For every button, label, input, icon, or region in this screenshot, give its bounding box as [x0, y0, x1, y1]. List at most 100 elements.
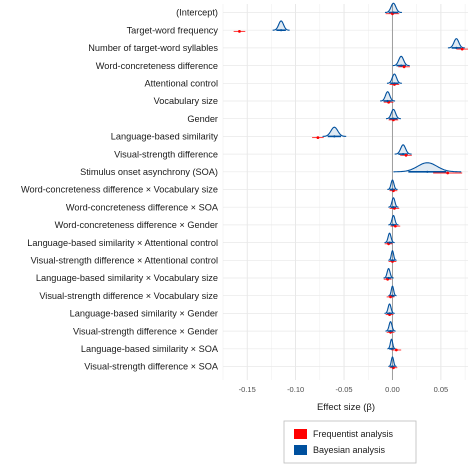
bayesian-point — [389, 330, 392, 333]
bayesian-density-fill — [387, 339, 396, 349]
bayesian-point — [388, 312, 391, 315]
legend-label-frequentist: Frequentist analysis — [313, 429, 394, 439]
bayesian-density-fill — [388, 197, 399, 208]
x-tick-label: -0.10 — [287, 385, 304, 394]
bayesian-point — [390, 347, 393, 350]
bayesian-point — [402, 153, 405, 156]
bayesian-point — [455, 46, 458, 50]
x-tick-label: -0.15 — [239, 385, 256, 394]
bayesian-density-curve — [388, 197, 399, 208]
bayesian-point — [393, 82, 396, 85]
x-tick-label: -0.05 — [335, 385, 352, 394]
row-label: (Intercept) — [176, 8, 218, 18]
bayesian-point — [392, 206, 395, 209]
frequentist-point — [316, 136, 320, 140]
bayesian-density-fill — [393, 162, 462, 172]
x-axis-title: Effect size (β) — [317, 402, 375, 413]
bayesian-point — [426, 170, 429, 173]
frequentist-point — [238, 30, 241, 33]
bayesian-density-curve — [392, 55, 410, 67]
frequentist-point — [460, 47, 464, 51]
bayesian-density-curve — [388, 250, 397, 261]
bayesian-density-curve — [388, 356, 397, 368]
bayesian-density-fill — [388, 286, 397, 296]
bayesian-density-fill — [387, 180, 398, 190]
bayesian-point — [400, 64, 403, 67]
row-label: Gender — [187, 114, 218, 124]
bayesian-density-fill — [384, 303, 395, 314]
density-layer — [272, 2, 465, 368]
bayesian-point — [391, 188, 394, 191]
row-label: Vocabulary size — [154, 96, 218, 106]
interval-layer — [233, 11, 468, 370]
row-label: Language-based similarity × SOA — [81, 344, 219, 354]
bayesian-density-fill — [388, 215, 399, 225]
bayesian-point — [388, 241, 391, 244]
bayesian-density-fill — [386, 74, 402, 84]
row-label: Attentional control — [144, 79, 218, 89]
bayesian-point — [392, 11, 395, 14]
row-label: Language-based similarity × Attentional … — [27, 238, 218, 248]
bayesian-density-curve — [447, 38, 465, 49]
frequentist-point — [389, 295, 392, 299]
row-label: Word-concreteness difference × SOA — [66, 202, 219, 212]
frequentist-point — [402, 65, 406, 69]
bayesian-point — [387, 276, 390, 280]
row-label: Visual-strength difference — [114, 149, 218, 159]
x-tick-label: 0.00 — [385, 385, 400, 394]
bayesian-point — [391, 365, 394, 368]
bayesian-density-fill — [394, 144, 412, 155]
frequentist-point — [393, 224, 397, 228]
bayesian-density-fill — [388, 356, 397, 367]
bayesian-density-fill — [385, 321, 396, 332]
bayesian-density-fill — [388, 250, 397, 261]
row-label: Word-concreteness difference — [96, 61, 218, 71]
x-tick-label: 0.05 — [434, 385, 449, 394]
frequentist-point — [394, 348, 398, 352]
bayesian-density-curve — [322, 126, 347, 137]
row-label: Visual-strength difference × Vocabulary … — [39, 291, 218, 301]
bayesian-density-curve — [388, 214, 399, 226]
bayesian-density-fill — [384, 3, 402, 13]
bayesian-density-curve — [388, 285, 397, 297]
bayesian-density-fill — [447, 38, 465, 48]
bayesian-density-curve — [380, 91, 396, 102]
bayesian-density-fill — [385, 109, 401, 119]
row-label: Word-concreteness difference × Gender — [55, 220, 218, 230]
bayesian-density-curve — [383, 268, 394, 279]
row-label: Word-concreteness difference × Vocabular… — [21, 185, 218, 195]
bayesian-point — [391, 259, 394, 262]
bayesian-point — [392, 117, 395, 120]
grid-layer — [222, 4, 468, 380]
bayesian-density-fill — [392, 56, 410, 66]
row-label: Stimulus onset asynchrony (SOA) — [80, 167, 218, 177]
bayesian-density-fill — [383, 268, 394, 278]
legend: Frequentist analysis Bayesian analysis — [283, 420, 417, 464]
bayesian-density-curve — [394, 144, 412, 155]
row-label: Visual-strength difference × Attentional… — [31, 256, 218, 266]
x-axis-ticks: -0.15 -0.10 -0.05 0.00 0.05 — [239, 385, 449, 394]
bayesian-point — [280, 29, 283, 32]
bayesian-density-fill — [272, 20, 290, 31]
bayesian-density-curve — [384, 303, 395, 314]
bayesian-density-curve — [272, 20, 290, 31]
row-label: Number of target-word syllables — [88, 43, 218, 53]
bayesian-density-curve — [385, 108, 401, 120]
row-labels: (Intercept) Target-word frequency Number o… — [21, 8, 219, 372]
bayesian-density-fill — [322, 127, 347, 137]
row-label: Language-based similarity × Vocabulary s… — [36, 273, 218, 283]
row-label: Target-word frequency — [127, 25, 219, 35]
frequentist-point — [446, 171, 450, 175]
row-label: Language-based similarity — [111, 132, 219, 142]
legend-swatch-frequentist — [294, 429, 307, 439]
bayesian-point — [391, 294, 394, 297]
bayesian-point — [386, 99, 389, 103]
row-label: Language-based similarity × Gender — [70, 309, 218, 319]
row-label: Visual-strength difference × Gender — [73, 326, 218, 336]
bayesian-density-curve — [385, 321, 396, 332]
bayesian-density-fill — [384, 233, 395, 243]
legend-frame — [283, 420, 417, 464]
bayesian-density-curve — [384, 232, 395, 244]
frequentist-point — [404, 153, 408, 157]
